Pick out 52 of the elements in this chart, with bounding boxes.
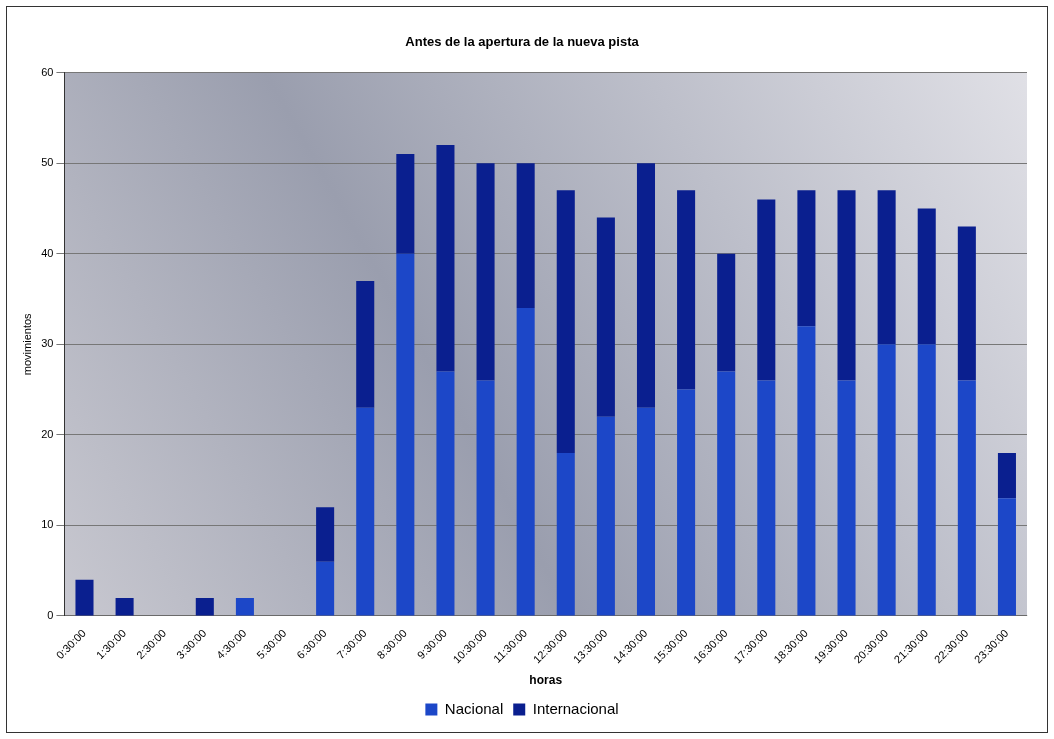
- legend-label: Nacional: [444, 699, 504, 717]
- bar: [316, 561, 335, 616]
- bar: [75, 579, 94, 616]
- bar: [837, 190, 856, 381]
- bar: [997, 452, 1016, 499]
- bar: [356, 407, 375, 616]
- bar: [717, 371, 736, 616]
- bar: [316, 507, 335, 562]
- bar: [356, 280, 375, 408]
- bar: [797, 326, 816, 616]
- bar: [596, 416, 615, 616]
- bar: [757, 380, 776, 616]
- y-tick-label: 10: [41, 518, 54, 531]
- y-tick-label: 0: [47, 609, 54, 622]
- bar: [436, 145, 455, 372]
- bar: [677, 389, 696, 616]
- bar: [476, 163, 495, 381]
- y-tick-label: 40: [41, 246, 54, 259]
- bar: [556, 452, 575, 616]
- bar: [516, 163, 535, 309]
- bar: [717, 253, 736, 372]
- bar: [917, 344, 936, 616]
- legend-label: Internacional: [532, 699, 619, 717]
- y-axis-title: movimientos: [20, 312, 33, 376]
- bar: [556, 190, 575, 453]
- bar: [115, 597, 134, 616]
- bar: [195, 597, 214, 616]
- bar: [636, 407, 656, 616]
- bar: [757, 199, 776, 381]
- bar: [516, 308, 535, 616]
- bar: [235, 597, 254, 616]
- bar: [797, 190, 816, 327]
- bar: [677, 190, 696, 390]
- x-axis-title: horas: [529, 673, 563, 688]
- bar: [877, 190, 896, 345]
- bar: [917, 208, 936, 345]
- bar: [957, 226, 976, 381]
- chart-title: Antes de la apertura de la nueva pista: [405, 34, 640, 50]
- bar: [476, 380, 495, 616]
- y-tick-label: 60: [41, 65, 54, 78]
- bar: [396, 154, 415, 254]
- bar: [436, 371, 455, 616]
- bar: [837, 380, 856, 616]
- bar: [957, 380, 976, 616]
- bar: [596, 217, 615, 417]
- bar: [997, 498, 1016, 616]
- bar: [396, 253, 415, 616]
- bar: [636, 163, 656, 408]
- y-tick-label: 30: [41, 337, 54, 350]
- bar: [877, 344, 896, 616]
- y-tick-label: 50: [41, 156, 54, 169]
- y-tick-label: 20: [41, 427, 54, 440]
